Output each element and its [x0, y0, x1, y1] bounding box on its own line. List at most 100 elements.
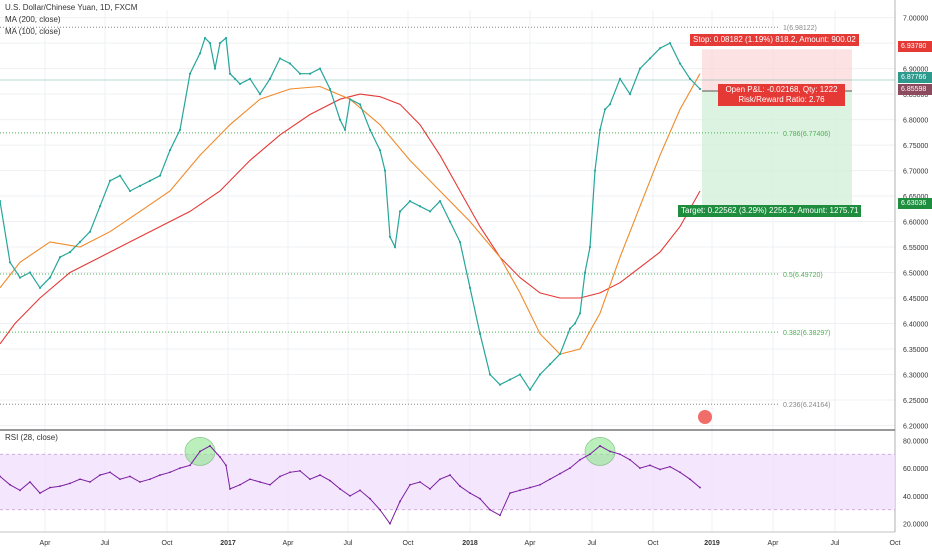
time-tick-label: 2019: [704, 540, 720, 547]
rsi-point: [459, 485, 461, 488]
rsi-point: [119, 478, 121, 481]
rsi-point: [219, 456, 221, 458]
price-point: [78, 240, 82, 244]
rsi-point: [649, 464, 651, 467]
fib-level-label: 1(6.98122): [783, 25, 817, 32]
price-point: [698, 87, 702, 91]
price-tick-label: 6.25000: [903, 398, 928, 405]
rsi-point: [139, 481, 141, 483]
rsi-tick-label: 20.0000: [903, 522, 928, 529]
rsi-point: [149, 478, 151, 481]
rsi-point: [259, 481, 261, 483]
time-tick-label: Jul: [101, 540, 110, 547]
price-point: [318, 67, 322, 70]
time-tick-label: Oct: [162, 540, 173, 547]
rsi-point: [699, 486, 701, 489]
price-point: [118, 174, 122, 177]
price-point: [168, 149, 172, 152]
rsi-point: [289, 471, 291, 474]
price-point: [158, 174, 162, 177]
price-point: [368, 128, 372, 131]
time-tick-label: Apr: [525, 540, 537, 547]
open-pl-label: Open P&L: -0.02168, Qty: 1222: [725, 85, 838, 94]
price-point: [343, 128, 347, 131]
time-tick-label: 2018: [462, 540, 478, 547]
rsi-point: [99, 474, 101, 476]
rsi-point: [349, 494, 351, 497]
price-tick-label: 6.90000: [903, 67, 928, 74]
time-tick-label: Jul: [344, 540, 353, 547]
event-icon[interactable]: [698, 410, 712, 424]
price-point: [538, 373, 542, 376]
rsi-point: [225, 464, 227, 467]
price-point: [568, 327, 572, 330]
time-tick-label: Apr: [40, 540, 52, 547]
price-point: [658, 47, 662, 50]
rsi-point: [179, 467, 181, 470]
rsi-point: [419, 481, 421, 483]
price-point: [138, 184, 142, 187]
rsi-point: [209, 444, 211, 447]
fib-level-label: 0.786(6.77406): [783, 131, 830, 138]
rsi-point: [109, 471, 111, 474]
price-point: [438, 200, 442, 203]
ma100-line: [0, 73, 701, 355]
price-point: [268, 77, 272, 80]
stop-label[interactable]: Stop: 0.08182 (1.19%) 818.2, Amount: 900…: [690, 34, 859, 46]
price-point: [8, 261, 12, 264]
rsi-point: [689, 478, 691, 481]
rsi-tick-label: 80.0000: [903, 438, 928, 445]
price-point: [218, 42, 222, 45]
rsi-point: [389, 522, 391, 525]
price-point: [18, 276, 22, 279]
price-point: [583, 271, 587, 274]
rsi-point: [599, 444, 601, 447]
price-point: [238, 82, 242, 86]
price-point: [58, 256, 62, 259]
time-tick-label: Jul: [588, 540, 597, 547]
rsi-point: [339, 488, 341, 490]
rsi-point: [379, 508, 381, 511]
price-point: [224, 36, 228, 40]
rsi-point: [329, 479, 331, 482]
price-point: [593, 169, 597, 172]
rsi-point: [29, 481, 31, 483]
price-point: [278, 57, 282, 60]
price-point: [98, 205, 102, 208]
target-zone[interactable]: [702, 91, 852, 207]
rsi-point: [159, 474, 161, 476]
price-point: [488, 373, 492, 376]
ma200-legend: MA (200, close): [5, 15, 61, 24]
price-point: [388, 235, 392, 238]
price-point: [588, 245, 592, 249]
price-tick-label: 6.85000: [903, 92, 928, 99]
time-tick-label: Oct: [648, 540, 659, 547]
price-point: [188, 72, 192, 75]
rsi-point: [239, 483, 241, 486]
price-point: [28, 271, 32, 274]
rsi-point: [359, 489, 361, 492]
fib-level-label: 0.5(6.49720): [783, 272, 823, 279]
rsi-point: [499, 514, 501, 517]
rsi-legend: RSI (28, close): [5, 433, 58, 442]
price-point: [518, 373, 522, 376]
rsi-point: [509, 492, 511, 495]
rsi-point: [519, 489, 521, 492]
price-tick-label: 6.75000: [903, 143, 928, 150]
rsi-point: [229, 488, 231, 490]
symbol-title: U.S. Dollar/Chinese Yuan, 1D, FXCM: [5, 3, 138, 12]
price-point: [558, 352, 562, 356]
price-point: [298, 72, 302, 75]
time-tick-label: 2017: [220, 540, 236, 547]
target-label[interactable]: Target: 0.22562 (3.29%) 2256.2, Amount: …: [678, 205, 862, 217]
price-point: [198, 52, 202, 55]
price-point: [478, 332, 482, 335]
time-tick-label: Oct: [403, 540, 414, 547]
price-point: [668, 42, 672, 45]
rsi-point: [429, 488, 431, 490]
price-label-current: 6.87766: [898, 72, 932, 83]
open-pl-box[interactable]: Open P&L: -0.02168, Qty: 1222 Risk/Rewar…: [718, 84, 845, 106]
rsi-point: [559, 472, 561, 475]
rsi-point: [479, 497, 481, 500]
